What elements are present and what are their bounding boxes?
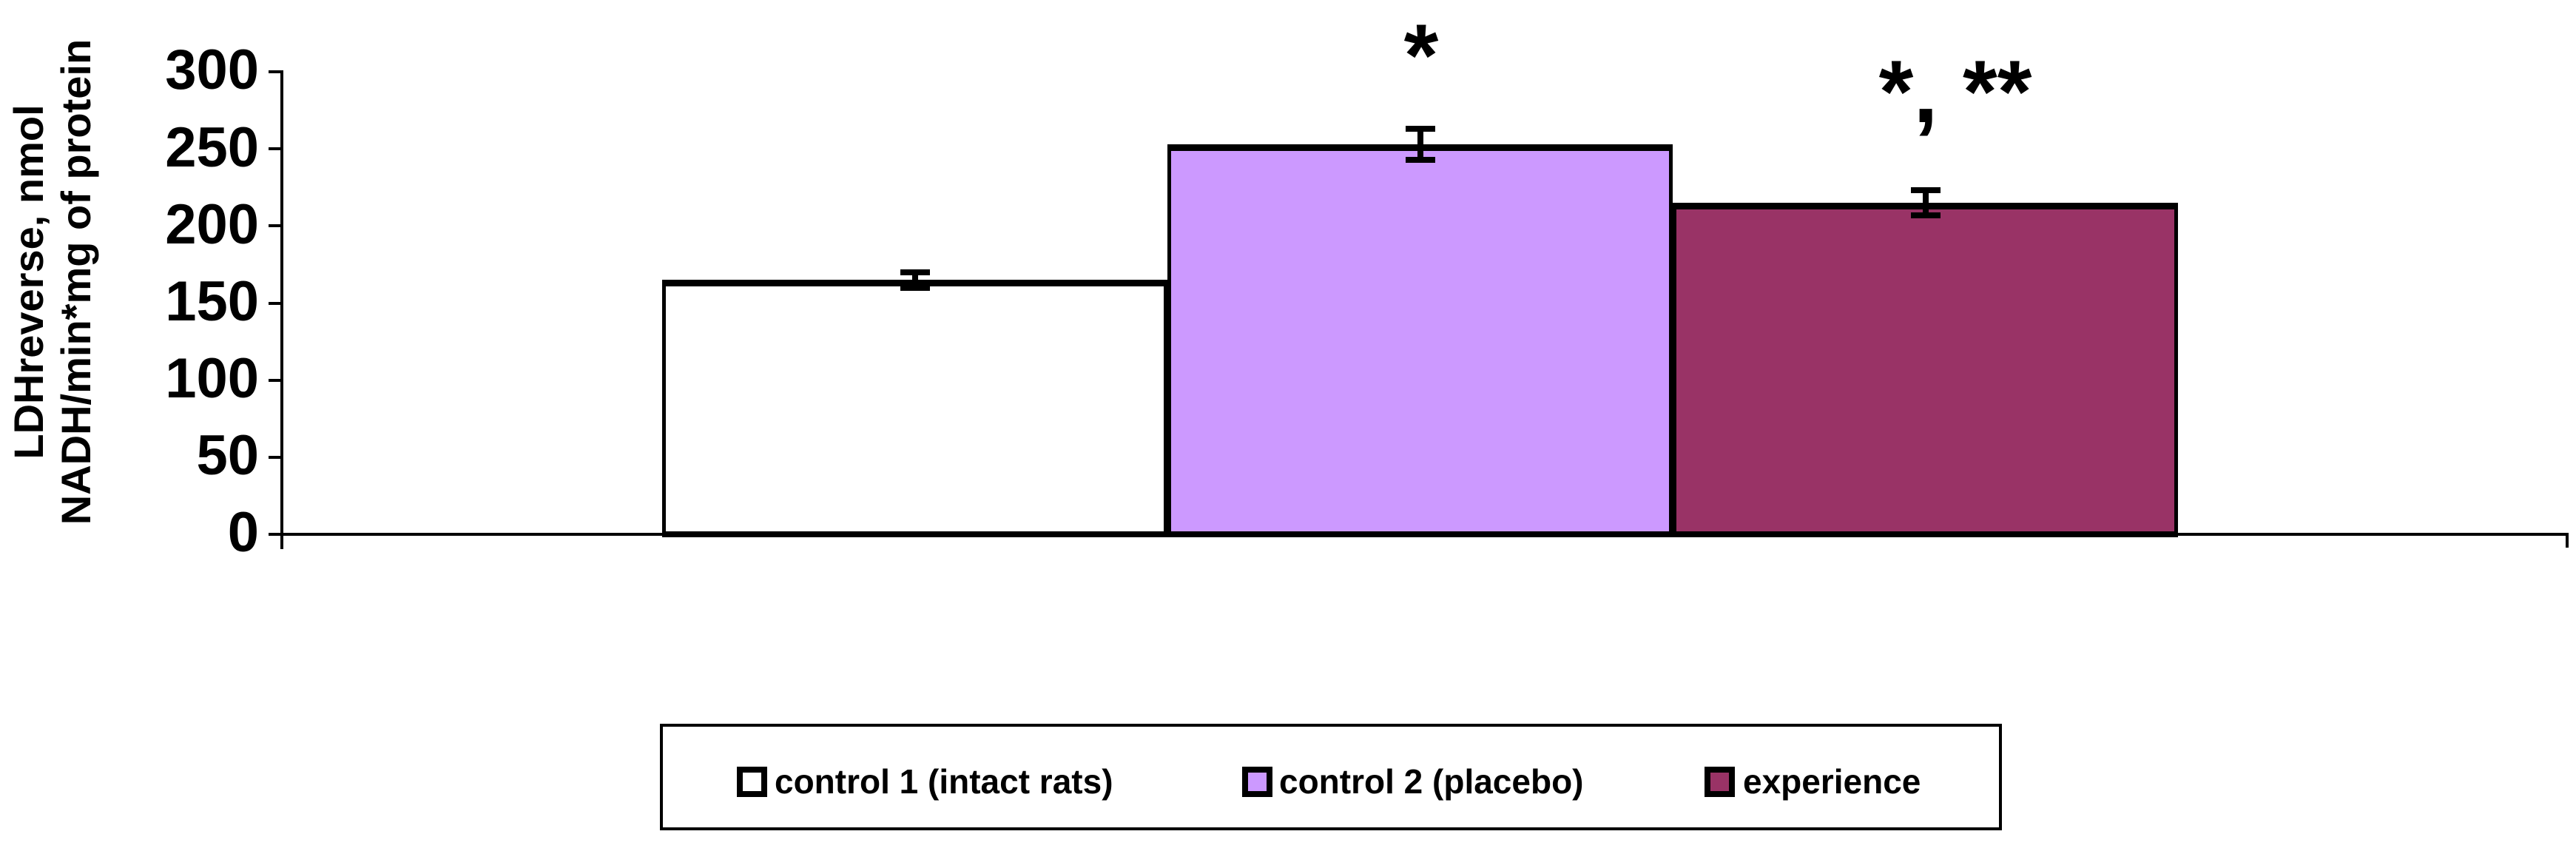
y-tick-mark-100 bbox=[269, 378, 283, 382]
significance-annotation-2: *, ** bbox=[1878, 42, 2032, 141]
bar-3-experience bbox=[1673, 203, 2178, 537]
error-bar-cap-1-bottom bbox=[900, 284, 930, 291]
bar-1-control-1-intact-rats- bbox=[662, 280, 1167, 537]
legend-label-2: control 2 (placebo) bbox=[1279, 762, 1584, 801]
y-tick-mark-200 bbox=[269, 224, 283, 228]
y-tick-label-300: 300 bbox=[165, 38, 259, 102]
significance-annotation-1: * bbox=[1403, 6, 1439, 105]
error-bar-line-1 bbox=[911, 272, 918, 288]
y-tick-label-200: 200 bbox=[165, 192, 259, 256]
error-bar-cap-2-bottom bbox=[1405, 156, 1435, 163]
y-tick-mark-250 bbox=[269, 147, 283, 151]
y-tick-label-50: 50 bbox=[196, 424, 259, 488]
error-bar-cap-2-top bbox=[1405, 126, 1435, 132]
y-axis-line bbox=[280, 70, 283, 549]
legend-label-1: control 1 (intact rats) bbox=[775, 762, 1113, 801]
y-tick-mark-0 bbox=[269, 533, 283, 536]
y-tick-mark-300 bbox=[269, 70, 283, 73]
y-axis-title-line1: LDHreverse, nmol bbox=[5, 104, 52, 460]
legend-marker-control-2-placebo- bbox=[1242, 767, 1272, 797]
y-tick-label-250: 250 bbox=[165, 115, 259, 179]
error-bar-cap-3-bottom bbox=[1910, 212, 1941, 218]
legend: control 1 (intact rats) control 2 (placeb… bbox=[660, 724, 2002, 830]
y-tick-label-150: 150 bbox=[165, 269, 259, 333]
y-tick-label-0: 0 bbox=[227, 501, 259, 565]
legend-marker-experience bbox=[1705, 767, 1735, 797]
bar-2-control-2-placebo- bbox=[1167, 144, 1673, 537]
y-tick-mark-50 bbox=[269, 455, 283, 459]
error-bar-line-2 bbox=[1417, 129, 1423, 160]
error-bar-cap-3-top bbox=[1910, 187, 1941, 194]
legend-marker-control-1-intact-rats- bbox=[737, 767, 767, 797]
error-bar-cap-1-top bbox=[900, 269, 930, 275]
y-tick-mark-150 bbox=[269, 301, 283, 305]
y-tick-label-100: 100 bbox=[165, 347, 259, 411]
x-axis-end-tick bbox=[2566, 534, 2569, 548]
legend-label-3: experience bbox=[1743, 762, 1921, 801]
error-bar-line-3 bbox=[1922, 190, 1929, 215]
